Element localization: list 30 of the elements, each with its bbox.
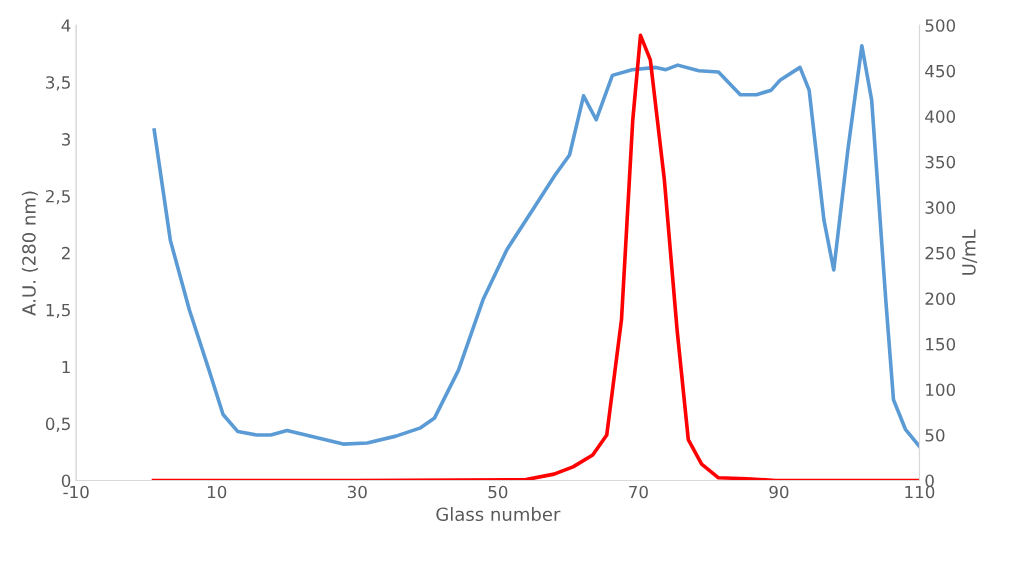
y-tick-label: 2	[61, 246, 70, 260]
y-axis-title: A.U. (280 nm)	[21, 191, 38, 316]
y-tick-label: 3	[62, 133, 70, 146]
y2-tick-label: 0	[925, 474, 934, 488]
x-tick-label: 90	[769, 485, 789, 499]
x-tick-label: 10	[207, 485, 227, 499]
y2-axis-title: U/mL	[962, 229, 978, 275]
y-tick-label: 3,5	[46, 76, 70, 91]
y-tick-label: 2,5	[46, 189, 70, 205]
x-tick-label: 50	[488, 485, 508, 499]
y-tick-label: 0	[61, 474, 71, 488]
y2-tick-label: 250	[925, 246, 956, 260]
x-tick-label: 70	[629, 485, 648, 499]
y2-tick-label: 200	[925, 292, 956, 305]
y2-tick-label: 400	[925, 110, 956, 123]
x-axis-title: Glass number	[436, 507, 561, 522]
y2-tick-label: 100	[926, 383, 956, 397]
y2-tick-label: 300	[925, 201, 956, 214]
x-tick-label: 110	[905, 485, 935, 499]
y-tick-label: 1,5	[46, 303, 70, 319]
x-tick-label: 30	[347, 485, 367, 499]
y2-tick-label: 50	[925, 428, 945, 442]
y-tick-label: 0,5	[45, 417, 70, 432]
x-tick-label: -10	[63, 485, 89, 499]
y-tick-label: 4	[61, 19, 71, 32]
y2-tick-label: 150	[926, 337, 956, 351]
y2-tick-label: 450	[925, 64, 956, 78]
y2-tick-label: 500	[925, 19, 956, 32]
y-tick-label: 1	[62, 360, 70, 374]
y2-tick-label: 350	[925, 155, 956, 169]
